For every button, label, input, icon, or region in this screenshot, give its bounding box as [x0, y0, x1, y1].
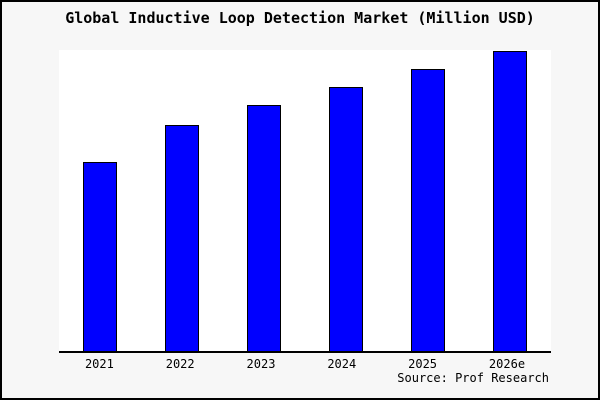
chart-title: Global Inductive Loop Detection Market (… [65, 9, 535, 27]
bar-2024 [329, 86, 363, 351]
x-tick-label-2023: 2023 [246, 357, 276, 371]
x-tick-label-2024: 2024 [327, 357, 357, 371]
source-note: Source: Prof Research [397, 371, 549, 385]
plot-bars [59, 50, 551, 351]
x-tick-label-2025: 2025 [408, 357, 438, 371]
bar-2022 [165, 124, 199, 351]
x-tick-label-2022: 2022 [165, 357, 195, 371]
x-tick-label-2021: 2021 [84, 357, 114, 371]
bar-2026e [493, 50, 527, 351]
x-tick-label-2026e: 2026e [488, 357, 526, 371]
bar-2021 [83, 161, 117, 351]
plot-area [59, 50, 551, 353]
x-axis-labels: 2021 2022 2023 2024 2025 2026e [59, 357, 551, 371]
bar-2023 [247, 105, 281, 351]
bar-2025 [411, 68, 445, 351]
